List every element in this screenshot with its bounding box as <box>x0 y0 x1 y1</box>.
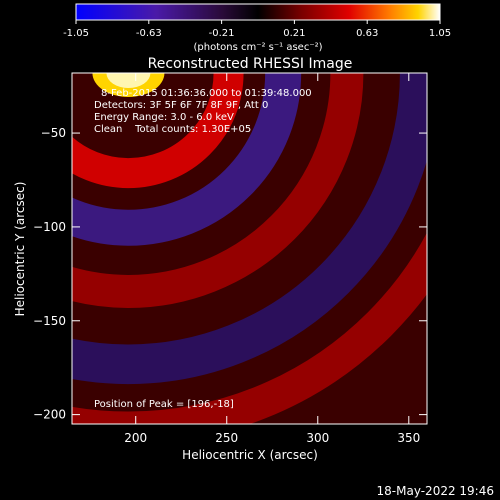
y-tick-label: −100 <box>33 220 66 234</box>
colorbar-unit-label: (photons cm⁻² s⁻¹ asec⁻²) <box>193 42 322 53</box>
colorbar-tick-label: 1.05 <box>429 28 451 39</box>
y-tick-label: −150 <box>33 314 66 328</box>
colorbar-tick-label: 0.21 <box>283 28 305 39</box>
heatmap-ring <box>72 73 427 384</box>
y-tick-label: −50 <box>41 126 66 140</box>
annotation-clean: Clean Total counts: 1.30E+05 <box>94 124 251 135</box>
footer-timestamp: 18-May-2022 19:46 <box>377 484 494 498</box>
heatmap-ring <box>72 73 364 308</box>
heatmap-ring <box>72 73 302 246</box>
colorbar-tick-label: -0.63 <box>136 28 162 39</box>
x-tick-label: 250 <box>215 431 238 445</box>
x-tick-label: 300 <box>306 431 329 445</box>
heatmap-ring <box>72 73 244 189</box>
colorbar-tick-label: -0.21 <box>209 28 235 39</box>
x-tick-label: 200 <box>124 431 147 445</box>
colorbar <box>75 3 441 21</box>
colorbar-ticks: -1.05 -0.63 -0.21 0.21 0.63 1.05 <box>63 20 451 39</box>
plot-frame <box>71 72 428 425</box>
annotation-time-range: 8-Feb-2015 01:36:36.000 to 01:39:48.000 <box>101 88 312 99</box>
heatmap-peak <box>106 73 151 88</box>
y-axis-ticks: −50 −100 −150 −200 <box>33 126 427 422</box>
annotation-detectors: Detectors: 3F 5F 6F 7F 8F 9F, Att 0 <box>94 100 268 111</box>
x-axis-ticks: 200 250 300 350 <box>124 73 420 445</box>
annotation-peak-position: Position of Peak = [196,-18] <box>94 399 234 410</box>
colorbar-tick-label: 0.63 <box>356 28 378 39</box>
x-tick-label: 350 <box>397 431 420 445</box>
colorbar-tick-label: -1.05 <box>63 28 89 39</box>
y-tick-label: −200 <box>33 408 66 422</box>
x-axis-label: Heliocentric X (arcsec) <box>182 448 318 462</box>
annotation-energy: Energy Range: 3.0 - 6.0 keV <box>94 112 234 123</box>
heatmap-image <box>72 73 427 424</box>
chart-title: Reconstructed RHESSI Image <box>148 56 353 72</box>
y-axis-label: Heliocentric Y (arcsec) <box>13 182 27 317</box>
